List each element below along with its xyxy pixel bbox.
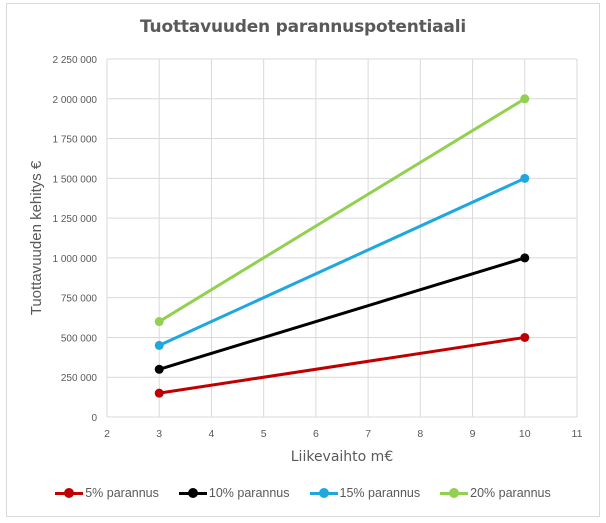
x-tick-label: 10 — [519, 428, 531, 440]
y-axis-ticks: 0 250 000 500 000 750 000 1 000 000 1 250 000… — [53, 55, 98, 424]
x-tick-label: 11 — [572, 428, 583, 440]
legend: 5% parannus 10% parannus 15% parannus 20% p… — [0, 486, 606, 500]
series-1 — [154, 332, 530, 398]
legend-label: 15% parannus — [339, 486, 421, 500]
data-point-marker — [154, 364, 164, 374]
legend-label: 10% parannus — [208, 486, 290, 500]
legend-marker-icon — [309, 487, 338, 499]
legend-label: 20% parannus — [470, 486, 551, 500]
legend-item: 15% parannus — [309, 486, 421, 500]
x-tick-label: 8 — [417, 428, 423, 440]
gridlines — [106, 58, 578, 418]
series-4 — [154, 94, 530, 327]
data-point-marker — [154, 317, 164, 327]
data-point-marker — [520, 332, 530, 342]
legend-marker-icon — [55, 487, 84, 499]
x-tick-label: 3 — [156, 428, 162, 440]
data-point-marker — [520, 253, 530, 263]
data-point-marker — [154, 340, 164, 350]
y-tick-label: 250 000 — [61, 373, 98, 384]
chart-title: Tuottavuuden parannuspotentiaali — [140, 17, 466, 37]
x-tick-label: 7 — [365, 428, 371, 440]
x-tick-label: 6 — [313, 428, 319, 440]
y-tick-label: 0 — [91, 413, 97, 424]
y-tick-label: 1 500 000 — [53, 174, 98, 185]
x-tick-label: 9 — [470, 428, 476, 440]
chart-frame — [6, 3, 600, 517]
y-tick-label: 1 250 000 — [53, 214, 98, 225]
legend-marker-icon — [440, 487, 469, 499]
y-axis-label: Tuottavuuden kehitys € — [28, 160, 45, 315]
x-axis-label: Liikevaihto m€ — [291, 449, 393, 465]
data-point-marker — [520, 173, 530, 183]
x-tick-label: 5 — [261, 428, 267, 440]
data-point-marker — [154, 388, 164, 398]
data-point-marker — [520, 94, 530, 104]
y-tick-label: 500 000 — [61, 333, 98, 344]
legend-item: 5% parannus — [55, 486, 159, 500]
y-tick-label: 1 750 000 — [53, 135, 98, 146]
series-lines — [154, 94, 530, 398]
series-3 — [154, 173, 530, 350]
y-tick-label: 2 250 000 — [53, 55, 98, 66]
legend-marker-icon — [178, 487, 207, 499]
y-tick-label: 2 000 000 — [53, 95, 98, 106]
x-axis-ticks: 2 3 4 5 6 7 8 9 10 11 — [104, 428, 583, 440]
legend-item: 10% parannus — [178, 486, 290, 500]
series-2 — [154, 253, 530, 374]
x-tick-label: 4 — [209, 428, 215, 440]
x-tick-label: 2 — [104, 428, 110, 440]
y-tick-label: 750 000 — [61, 294, 98, 305]
legend-label: 5% parannus — [85, 486, 159, 500]
legend-item: 20% parannus — [440, 486, 551, 500]
y-tick-label: 1 000 000 — [53, 254, 98, 265]
